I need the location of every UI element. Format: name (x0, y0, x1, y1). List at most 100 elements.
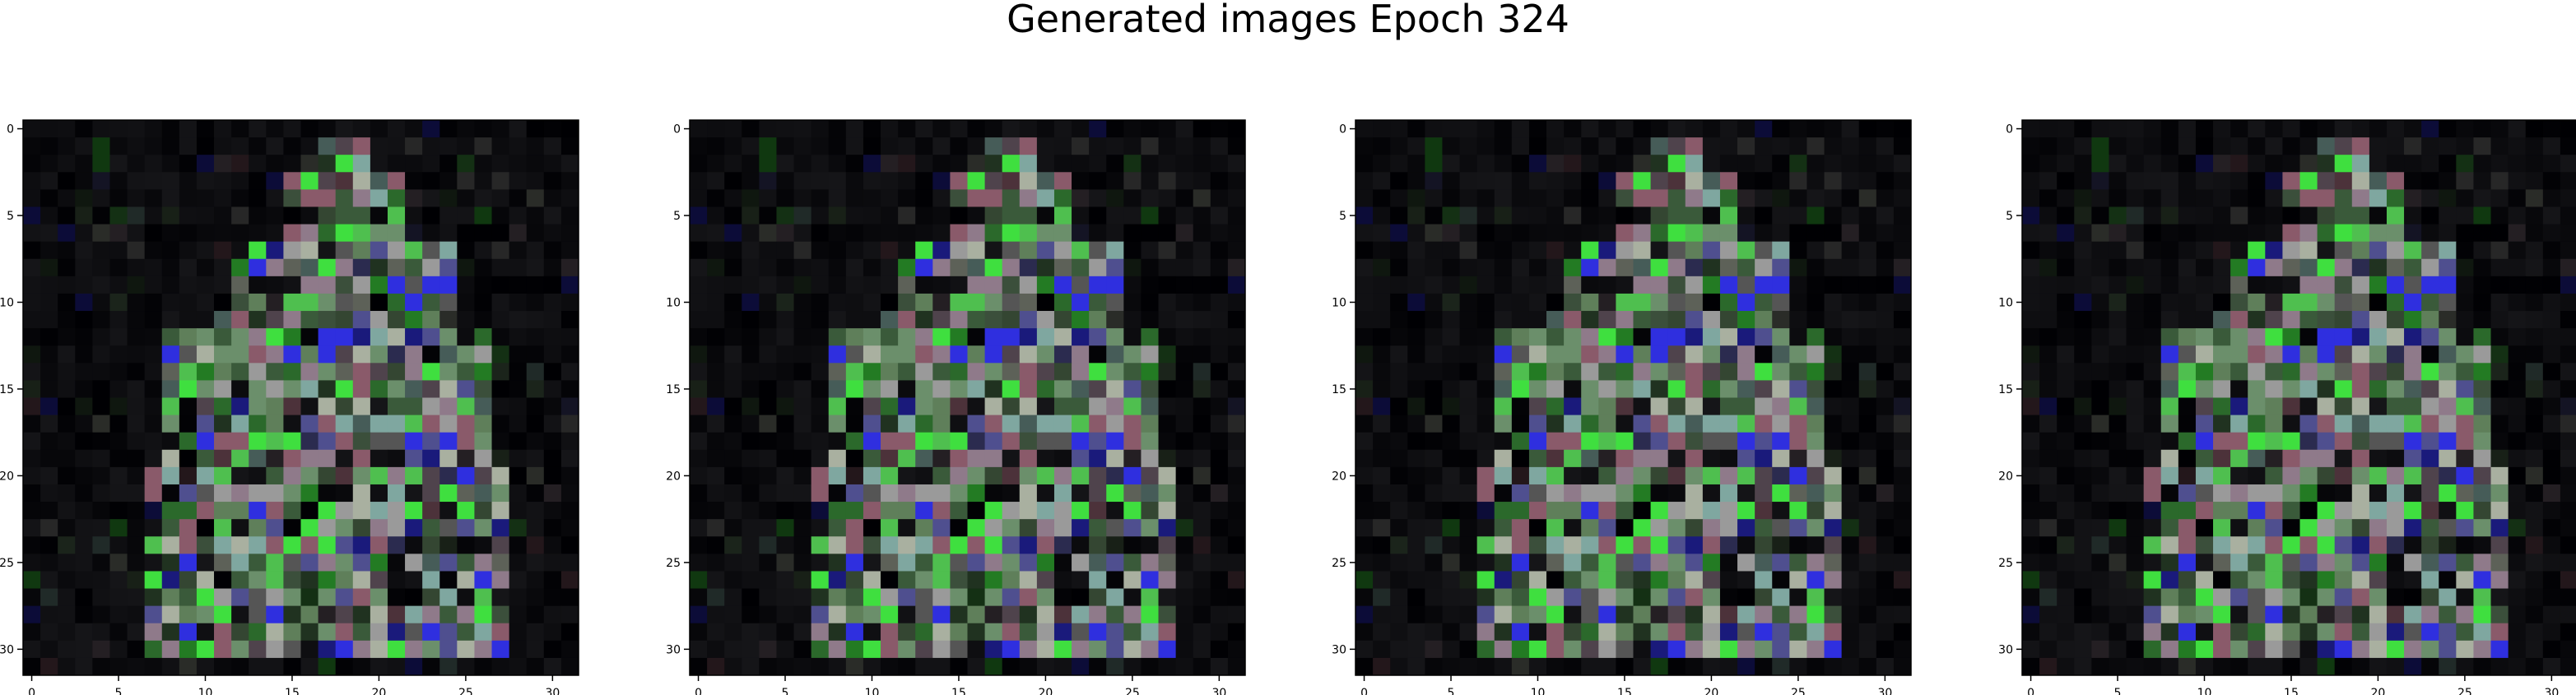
image-pixel (1772, 345, 1790, 364)
image-pixel (1667, 519, 1686, 537)
image-pixel (1511, 328, 1530, 346)
image-pixel (1719, 554, 1738, 572)
image-pixel (127, 328, 146, 346)
image-pixel (1789, 502, 1807, 520)
image-pixel (2195, 258, 2214, 277)
image-pixel (509, 536, 528, 554)
image-pixel (1442, 466, 1461, 485)
image-pixel (543, 536, 562, 554)
image-pixel (724, 328, 742, 346)
x-tick-label: 20 (372, 687, 387, 695)
image-pixel (2525, 605, 2544, 624)
image-pixel (2039, 536, 2058, 554)
image-pixel (2178, 623, 2197, 642)
image-pixel (491, 328, 510, 346)
image-pixel (2109, 519, 2127, 537)
image-pixel (1476, 258, 1495, 277)
image-pixel (881, 206, 899, 225)
image-pixel (1053, 380, 1072, 398)
image-pixel (2126, 588, 2145, 607)
image-pixel (2248, 380, 2266, 398)
image-pixel (2421, 536, 2439, 554)
image-pixel (828, 155, 847, 173)
image-pixel (75, 432, 93, 451)
image-pixel (318, 293, 337, 312)
image-pixel (2143, 155, 2162, 173)
image-pixel (1089, 536, 1107, 554)
image-pixel (1667, 328, 1686, 346)
image-pixel (2404, 224, 2422, 243)
image-pixel (300, 397, 319, 416)
image-pixel (231, 206, 249, 225)
image-pixel (793, 502, 812, 520)
image-pixel (1546, 345, 1565, 364)
image-pixel (2039, 623, 2058, 642)
image-pixel (127, 363, 146, 381)
image-pixel (1036, 536, 1055, 554)
image-pixel (457, 571, 475, 590)
image-pixel (2143, 206, 2162, 225)
image-pixel (2334, 380, 2353, 398)
image-pixel (1633, 502, 1652, 520)
image-pixel (1036, 258, 1055, 277)
image-pixel (1772, 519, 1790, 537)
image-pixel (2508, 571, 2527, 590)
image-pixel (2213, 189, 2231, 207)
image-pixel (881, 449, 899, 468)
image-pixel (845, 172, 864, 190)
image-pixel (1841, 172, 1860, 190)
image-pixel (1528, 536, 1547, 554)
image-pixel (811, 224, 830, 243)
x-tick-label: 5 (1448, 687, 1455, 695)
image-pixel (2421, 363, 2439, 381)
image-pixel (1528, 571, 1547, 590)
image-pixel (1089, 588, 1107, 607)
image-pixel (2248, 276, 2266, 294)
image-pixel (1053, 258, 1072, 277)
image-pixel (2074, 397, 2092, 416)
image-pixel (335, 554, 354, 572)
image-pixel (2265, 571, 2283, 590)
image-pixel (1002, 293, 1021, 312)
image-pixel (214, 120, 232, 138)
image-pixel (759, 484, 777, 503)
image-pixel (1667, 502, 1686, 520)
image-pixel (2473, 137, 2492, 155)
image-pixel (1407, 536, 1425, 554)
image-pixel (2404, 363, 2422, 381)
image-pixel (1106, 224, 1124, 243)
image-pixel (2282, 241, 2300, 260)
image-pixel (2317, 640, 2336, 659)
image-pixel (1407, 120, 1425, 138)
image-pixel (231, 328, 249, 346)
image-pixel (932, 605, 951, 624)
image-pixel (2386, 328, 2405, 346)
image-pixel (1702, 554, 1721, 572)
image-pixel (318, 137, 337, 155)
image-pixel (2143, 397, 2162, 416)
image-pixel (2126, 172, 2145, 190)
image-pixel (1373, 432, 1391, 451)
image-pixel (335, 258, 354, 277)
image-pixel (1089, 311, 1107, 329)
image-pixel (1072, 623, 1090, 642)
image-pixel (828, 466, 847, 485)
image-pixel (560, 657, 579, 676)
image-pixel (335, 224, 354, 243)
image-pixel (491, 189, 510, 207)
image-pixel (1893, 466, 1912, 485)
image-pixel (1772, 571, 1790, 590)
image-pixel (707, 484, 725, 503)
image-pixel (1719, 363, 1738, 381)
image-pixel (2334, 276, 2353, 294)
image-pixel (2109, 189, 2127, 207)
image-pixel (1564, 415, 1582, 433)
image-pixel (560, 155, 579, 173)
image-pixel (2109, 345, 2127, 364)
image-pixel (92, 415, 110, 433)
image-pixel (1002, 449, 1021, 468)
image-pixel (2213, 380, 2231, 398)
image-pixel (2265, 224, 2283, 243)
image-pixel (845, 276, 864, 294)
